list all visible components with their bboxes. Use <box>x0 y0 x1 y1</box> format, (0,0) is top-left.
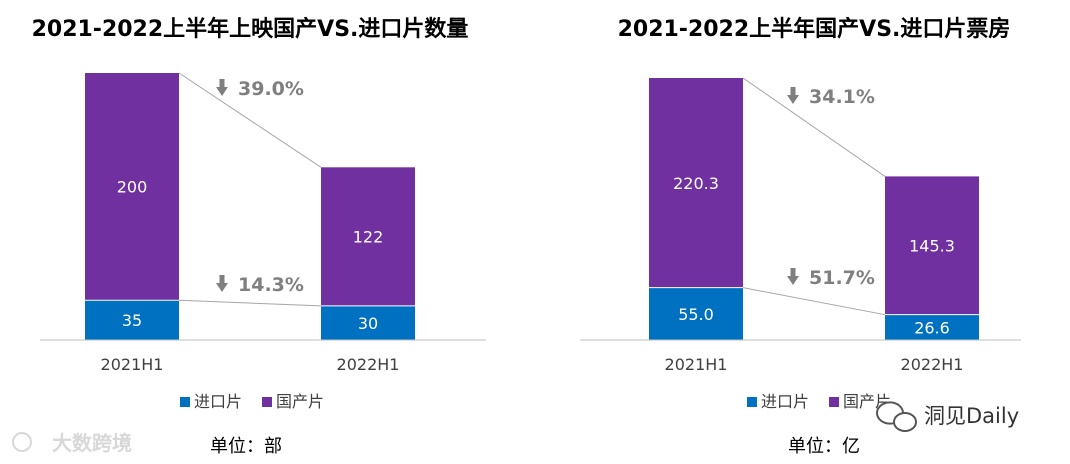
panel-film-count: 2021-2022上半年上映国产VS.进口片数量 35 200 2021H1 30 122… <box>12 16 486 457</box>
x-tick-label: 2022H1 <box>337 355 400 374</box>
down-arrow-icon <box>787 268 799 285</box>
value-label-imported: 30 <box>358 314 378 333</box>
value-label-imported: 26.6 <box>914 318 950 337</box>
down-arrow-icon <box>216 275 228 292</box>
chart-film-count: 2021-2022上半年上映国产VS.进口片数量 35 200 2021H1 30 122… <box>12 16 486 457</box>
change-total-label: 34.1% <box>809 86 875 108</box>
chart-title: 2021-2022上半年国产VS.进口片票房 <box>618 16 1011 42</box>
change-total-label: 39.0% <box>238 78 304 100</box>
value-label-imported: 35 <box>122 311 142 330</box>
x-tick-label: 2021H1 <box>101 355 164 374</box>
bar-domestic-2021H1 <box>649 78 743 288</box>
legend-swatch-domestic <box>262 397 272 407</box>
chart-box-office: 2021-2022上半年国产VS.进口片票房 55.0 220.3 2021H1 26.… <box>580 16 1021 457</box>
value-label-domestic: 220.3 <box>673 174 719 193</box>
legend-label-imported: 进口片 <box>761 392 809 411</box>
bar-imported-2022H1 <box>885 314 979 340</box>
unit-label: 单位：亿 <box>788 436 860 457</box>
down-arrow-icon <box>787 87 799 104</box>
watermark-right: 洞见Daily <box>924 404 1019 428</box>
weibo-style-icon <box>12 432 32 452</box>
value-label-domestic: 145.3 <box>909 237 955 256</box>
wechat-icon <box>876 401 917 433</box>
legend-swatch-imported <box>180 397 190 407</box>
bar-domestic-2021H1 <box>85 73 179 301</box>
bar-domestic-2022H1 <box>321 167 415 306</box>
x-tick-label: 2022H1 <box>901 355 964 374</box>
x-tick-label: 2021H1 <box>665 355 728 374</box>
value-label-imported: 55.0 <box>678 305 714 324</box>
legend-label-imported: 进口片 <box>194 392 242 411</box>
change-imported-label: 51.7% <box>809 267 875 289</box>
legend-label-domestic: 国产片 <box>276 392 324 411</box>
watermark-left: 大数跨境 <box>52 431 132 455</box>
connector-imported <box>742 287 886 316</box>
panel-box-office: 2021-2022上半年国产VS.进口片票房 55.0 220.3 2021H1 26.… <box>535 0 1070 464</box>
down-arrow-icon <box>216 79 228 96</box>
legend-swatch-domestic <box>829 397 839 407</box>
connector-imported <box>178 299 322 307</box>
bar-domestic-2022H1 <box>885 176 979 315</box>
unit-label: 单位：部 <box>210 436 282 457</box>
value-label-domestic: 200 <box>117 178 148 197</box>
bar-imported-2021H1 <box>649 287 743 340</box>
connector-total <box>178 72 322 168</box>
legend-swatch-imported <box>747 397 757 407</box>
bar-imported-2021H1 <box>85 300 179 340</box>
connector-total <box>742 77 886 177</box>
change-imported-label: 14.3% <box>238 274 304 296</box>
bar-imported-2022H1 <box>321 305 415 340</box>
value-label-domestic: 122 <box>353 228 384 247</box>
chart-title: 2021-2022上半年上映国产VS.进口片数量 <box>32 16 469 42</box>
